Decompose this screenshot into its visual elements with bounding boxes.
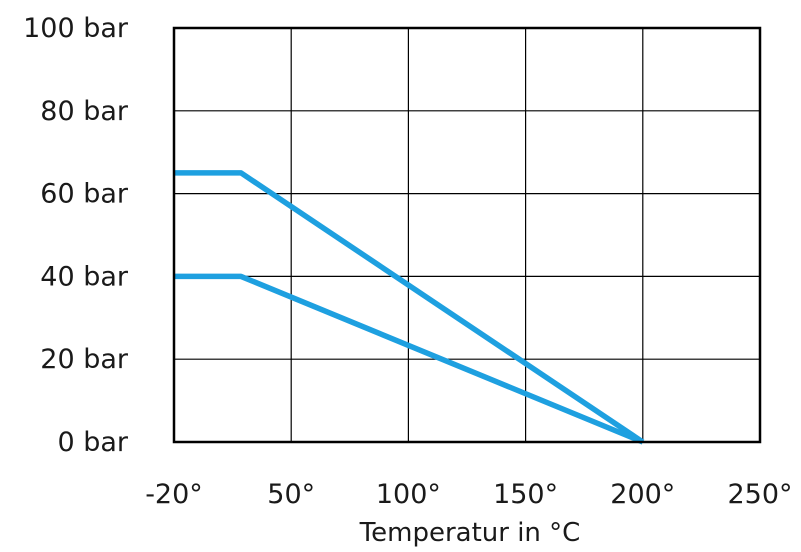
x-tick-label: -20° (145, 479, 203, 510)
x-tick-label: 150° (493, 479, 558, 510)
series-line-2 (174, 273, 644, 445)
y-tick-label: 100 bar (23, 13, 129, 44)
y-tick-label: 40 bar (40, 261, 129, 292)
y-tick-label: 0 bar (57, 427, 128, 458)
x-axis-label: Temperatur in °C (359, 518, 581, 548)
y-tick-label: 60 bar (40, 179, 129, 210)
y-tick-label: 80 bar (40, 96, 129, 127)
series-layer (174, 170, 645, 445)
x-axis-ticks: -20° 50° 100° 150° 200° 250° (145, 479, 792, 510)
x-tick-label: 200° (610, 479, 675, 510)
y-tick-label: 20 bar (40, 344, 129, 375)
y-axis-ticks: 0 bar 20 bar 40 bar 60 bar 80 bar 100 bar (23, 13, 129, 458)
x-tick-label: 50° (267, 479, 315, 510)
x-tick-label: 250° (727, 479, 792, 510)
series-line-1 (174, 170, 645, 445)
x-tick-label: 100° (376, 479, 441, 510)
plot-frame (172, 26, 762, 444)
grid (174, 28, 760, 442)
